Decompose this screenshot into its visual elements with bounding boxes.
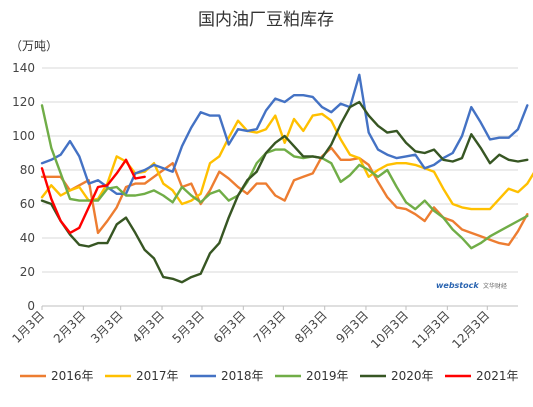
series-lines: [40, 73, 533, 284]
y-tick-label: 140: [12, 61, 35, 75]
y-tick-label: 60: [20, 197, 35, 211]
legend: 2016年 2017年 2018年 2019年 2020年 2021年: [20, 369, 519, 383]
x-tick-label: 10月3日: [368, 308, 411, 351]
grid-lines: [42, 67, 518, 307]
chart-title: 国内油厂豆粕库存: [198, 10, 334, 30]
x-tick-label: 1月3日: [9, 308, 47, 346]
y-tick-label: 20: [20, 265, 35, 279]
legend-label: 2021年: [476, 369, 519, 383]
y-tick-label: 0: [27, 299, 35, 313]
y-tick-label: 40: [20, 231, 35, 245]
series-line-2020年: [40, 100, 529, 284]
legend-label: 2020年: [391, 369, 434, 383]
watermark-brand-cn: 文华财经: [483, 282, 507, 290]
y-axis-ticks: 0 20 40 60 80 100 120 140: [12, 61, 35, 313]
x-tick-label: 8月3日: [292, 308, 330, 346]
x-tick-label: 12月3日: [449, 308, 492, 351]
legend-label: 2016年: [51, 369, 94, 383]
y-tick-label: 80: [20, 163, 35, 177]
y-tick-label: 100: [12, 129, 35, 143]
legend-label: 2019年: [306, 369, 349, 383]
x-tick-label: 11月3日: [409, 308, 452, 351]
legend-label: 2017年: [136, 369, 179, 383]
x-tick-label: 5月3日: [169, 308, 207, 346]
x-tick-label: 6月3日: [211, 308, 249, 346]
watermark: webstock 文华财经: [436, 281, 507, 290]
x-tick-label: 9月3日: [333, 308, 371, 346]
x-axis-ticks: 1月3日 2月3日 3月3日 4月3日 5月3日 6月3日 7月3日 8月3日 9月3日10月3…: [9, 306, 492, 351]
x-tick-label: 7月3日: [251, 308, 289, 346]
x-tick-label: 3月3日: [88, 308, 126, 346]
series-line-2019年: [40, 104, 529, 250]
y-unit-label: （万吨）: [10, 39, 58, 53]
series-line-2021年: [40, 158, 146, 235]
x-tick-label: 2月3日: [51, 308, 89, 346]
y-tick-label: 120: [12, 95, 35, 109]
x-tick-label: 4月3日: [129, 308, 167, 346]
watermark-brand: webstock: [436, 281, 479, 290]
legend-label: 2018年: [221, 369, 264, 383]
